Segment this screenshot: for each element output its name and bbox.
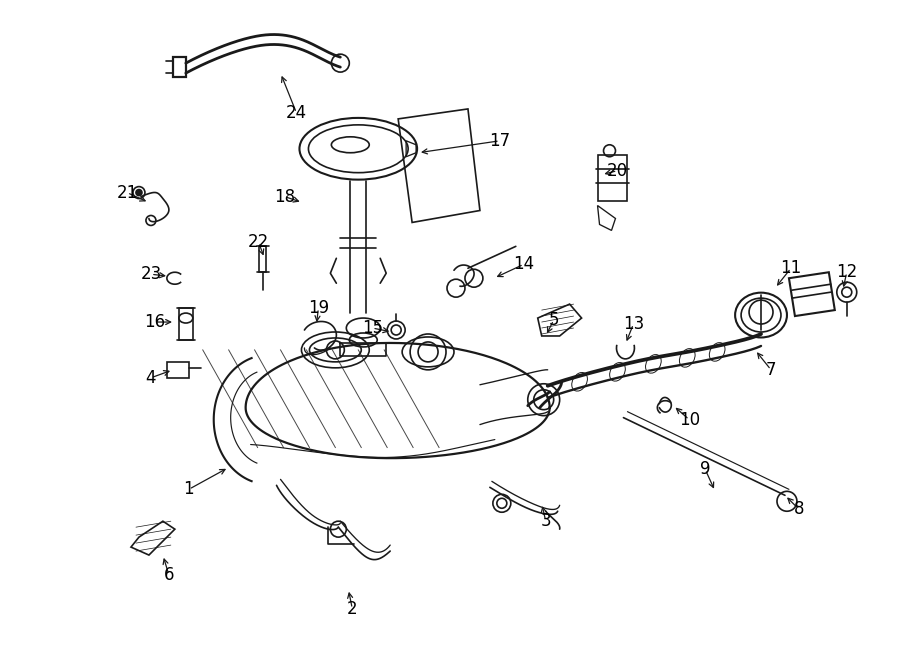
Text: 1: 1	[184, 481, 194, 498]
Text: 18: 18	[274, 188, 295, 206]
Text: 24: 24	[286, 104, 307, 122]
Text: 7: 7	[766, 361, 777, 379]
Text: 5: 5	[548, 311, 559, 329]
Text: 22: 22	[248, 233, 269, 251]
Text: 10: 10	[679, 410, 700, 428]
Text: 14: 14	[513, 255, 535, 273]
Text: 13: 13	[623, 315, 644, 333]
Text: 16: 16	[144, 313, 166, 331]
Text: 2: 2	[347, 600, 357, 618]
Text: 9: 9	[700, 461, 710, 479]
Text: 11: 11	[780, 259, 802, 277]
Text: 19: 19	[308, 299, 329, 317]
Text: 12: 12	[836, 263, 858, 281]
Text: 6: 6	[164, 566, 174, 584]
Text: 20: 20	[607, 162, 628, 180]
Text: 23: 23	[140, 265, 162, 283]
Text: 15: 15	[362, 319, 382, 337]
Text: 8: 8	[794, 500, 805, 518]
Text: 3: 3	[540, 512, 551, 530]
Text: 21: 21	[116, 184, 138, 202]
Circle shape	[136, 190, 142, 196]
Text: 17: 17	[490, 132, 510, 150]
Text: 4: 4	[146, 369, 157, 387]
